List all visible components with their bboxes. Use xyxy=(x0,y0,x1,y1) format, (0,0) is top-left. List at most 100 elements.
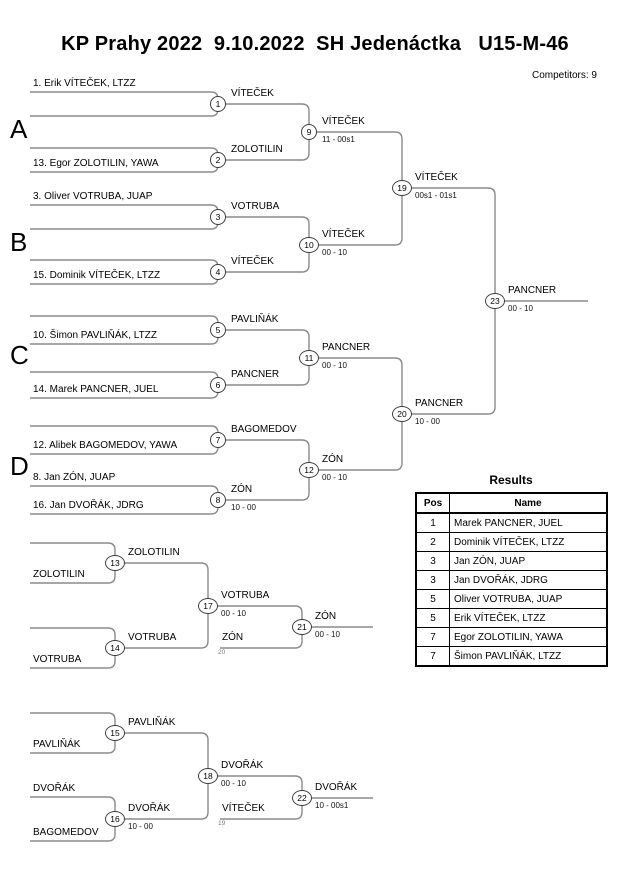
seed-15-dominik-vitecek: 15. Dominik VÍTEČEK, LTZZ xyxy=(33,270,161,281)
result-pos-3: 3 xyxy=(415,551,450,571)
match-16-winner: DVOŘÁK xyxy=(128,803,171,814)
match-1-winner: VÍTEČEK xyxy=(231,88,274,99)
match-18-number: 18 xyxy=(198,768,218,784)
match-15-winner: PAVLIŇÁK xyxy=(128,717,176,728)
group-label-c: C xyxy=(10,340,29,370)
result-pos-1: 1 xyxy=(415,512,450,533)
match-15-number: 15 xyxy=(105,725,125,741)
match-6-winner: PANCNER xyxy=(231,369,280,380)
result-name-1: Marek PANCNER, JUEL xyxy=(449,512,608,533)
match-9-score: 11 - 00s1 xyxy=(322,135,355,144)
result-name-6: Erik VÍTEČEK, LTZZ xyxy=(449,608,608,628)
match-13-winner: ZOLOTILIN xyxy=(128,547,180,558)
result-row-2: 2 Dominik VÍTEČEK, LTZZ xyxy=(415,532,608,552)
match-12-number: 12 xyxy=(299,462,319,478)
seed-10-simon-pavlinak: 10. Šimon PAVLIŇÁK, LTZZ xyxy=(33,330,157,341)
match-12-score: 00 - 10 xyxy=(322,473,347,482)
match-21-upper-connector xyxy=(216,605,303,627)
match-1-number: 1 xyxy=(210,96,226,112)
result-row-1: 1 Marek PANCNER, JUEL xyxy=(415,512,608,533)
match-22-number: 22 xyxy=(292,790,312,806)
group-label-b: B xyxy=(10,227,28,257)
match-13-number: 13 xyxy=(105,555,125,571)
pair-1-lines xyxy=(30,91,219,117)
results-title: Results xyxy=(489,473,533,487)
cons1-feed-from-match: 20 xyxy=(218,649,226,656)
cons2-entrant-pavlinak: PAVLIŇÁK xyxy=(33,739,81,750)
match-3-number: 3 xyxy=(210,209,226,225)
result-row-6: 5 Erik VÍTEČEK, LTZZ xyxy=(415,608,608,628)
match-21-number: 21 xyxy=(292,619,312,635)
match-21-score: 00 - 10 xyxy=(315,630,340,639)
result-pos-2: 2 xyxy=(415,532,450,552)
result-name-5: Oliver VOTRUBA, JUAP xyxy=(449,589,608,609)
match-22-feed-line xyxy=(220,798,303,820)
match-2-number: 2 xyxy=(210,152,226,168)
seed-16-jan-dvorak: 16. Jan DVOŘÁK, JDRG xyxy=(33,500,144,511)
match-11-score: 00 - 10 xyxy=(322,361,347,370)
seed-14-marek-pancner: 14. Marek PANCNER, JUEL xyxy=(33,384,159,395)
cons2-entrant-bagomedov: BAGOMEDOV xyxy=(33,827,99,838)
cons1-feed-name: ZÓN xyxy=(222,632,244,643)
cons1-entrant-votruba: VOTRUBA xyxy=(33,654,82,665)
result-pos-5: 5 xyxy=(415,589,450,609)
match-10-number: 10 xyxy=(299,237,319,253)
match-4-winner: VÍTEČEK xyxy=(231,256,274,267)
pair-3-lines xyxy=(30,204,219,230)
seed-3-oliver-votruba: 3. Oliver VOTRUBA, JUAP xyxy=(33,191,153,202)
result-row-4: 3 Jan DVOŘÁK, JDRG xyxy=(415,570,608,590)
match-19-score: 00s1 - 01s1 xyxy=(415,191,457,200)
seed-8-jan-zon: 8. Jan ZÓN, JUAP xyxy=(33,472,116,483)
result-pos-8: 7 xyxy=(415,646,450,667)
results-header-name: Name xyxy=(449,492,608,514)
match-21-feed-line xyxy=(220,627,303,649)
result-name-4: Jan DVOŘÁK, JDRG xyxy=(449,570,608,590)
match-9-number: 9 xyxy=(301,124,317,140)
match-5-winner: PAVLIŇÁK xyxy=(231,314,279,325)
seed-13-egor-zolotilin: 13. Egor ZOLOTILIN, YAWA xyxy=(33,158,159,169)
match-23-winner: PANCNER xyxy=(508,285,557,296)
match-7-number: 7 xyxy=(210,432,226,448)
match-4-number: 4 xyxy=(210,264,226,280)
match-18-score: 00 - 10 xyxy=(221,779,246,788)
result-name-8: Šimon PAVLIŇÁK, LTZZ xyxy=(449,646,608,667)
match-23-score: 00 - 10 xyxy=(508,304,533,313)
match-5-number: 5 xyxy=(210,322,226,338)
page-title: KP Prahy 2022 9.10.2022 SH Jedenáctka U1… xyxy=(61,33,569,55)
cons2-feed-from-match: 19 xyxy=(218,820,226,827)
match-18-winner: DVOŘÁK xyxy=(221,760,264,771)
cons2-entrant-dvorak: DVOŘÁK xyxy=(33,783,76,794)
match-12-winner: ZÓN xyxy=(322,454,344,465)
result-pos-6: 5 xyxy=(415,608,450,628)
result-row-8: 7 Šimon PAVLIŇÁK, LTZZ xyxy=(415,646,608,667)
cons1-entrant-zolotilin: ZOLOTILIN xyxy=(33,569,85,580)
result-row-7: 7 Egor ZOLOTILIN, YAWA xyxy=(415,627,608,647)
group-label-a: A xyxy=(10,114,28,144)
match-20-winner: PANCNER xyxy=(415,398,464,409)
match-23-connector xyxy=(410,187,496,415)
match-11-number: 11 xyxy=(299,350,319,366)
group-label-d: D xyxy=(10,451,29,481)
match-6-number: 6 xyxy=(210,377,226,393)
match-14-number: 14 xyxy=(105,640,125,656)
match-11-winner: PANCNER xyxy=(322,342,371,353)
match-8-number: 8 xyxy=(210,492,226,508)
results-table: Pos Name 1 Marek PANCNER, JUEL 2 Dominik… xyxy=(415,492,608,667)
match-8-winner: ZÓN xyxy=(231,484,253,495)
competitors-count: Competitors: 9 xyxy=(531,70,597,81)
match-19-winner: VÍTEČEK xyxy=(415,172,458,183)
match-10-score: 00 - 10 xyxy=(322,248,347,257)
match-17-winner: VOTRUBA xyxy=(221,590,270,601)
result-name-2: Dominik VÍTEČEK, LTZZ xyxy=(449,532,608,552)
match-16-score: 10 - 00 xyxy=(128,822,153,831)
match-22-upper-connector xyxy=(216,775,303,798)
match-14-winner: VOTRUBA xyxy=(128,632,177,643)
seed-12-alibek-bagomedov: 12. Alibek BAGOMEDOV, YAWA xyxy=(33,440,178,451)
results-header-pos: Pos xyxy=(415,492,450,514)
match-7-winner: BAGOMEDOV xyxy=(231,424,297,435)
match-2-winner: ZOLOTILIN xyxy=(231,144,283,155)
match-22-score: 10 - 00s1 xyxy=(315,801,349,810)
match-23-number: 23 xyxy=(485,293,505,309)
match-10-winner: VÍTEČEK xyxy=(322,229,365,240)
